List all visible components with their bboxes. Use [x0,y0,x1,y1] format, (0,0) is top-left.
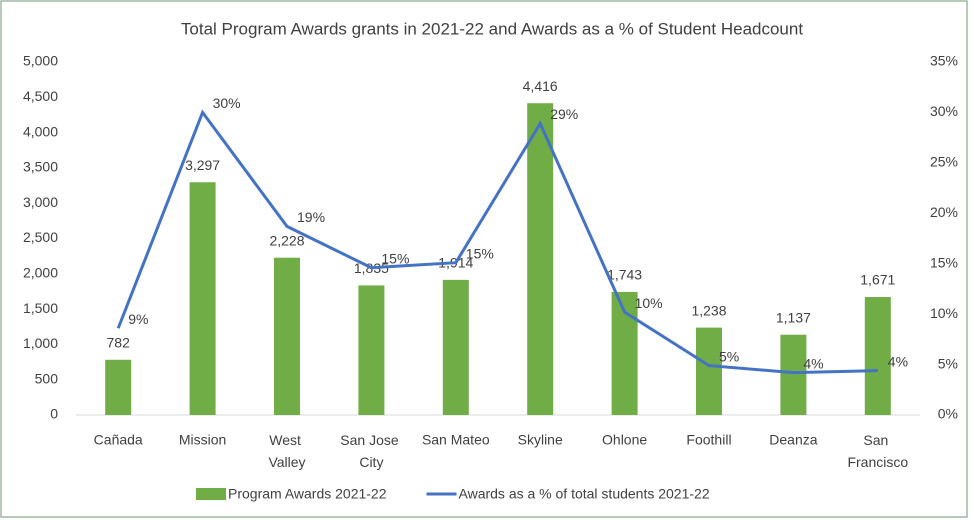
line-value-label: 4% [803,355,823,371]
bar-value-label: 1,743 [607,267,642,283]
x-tick-label: San Jose City [340,432,402,470]
bar [780,334,807,415]
bar [189,182,216,415]
bar-value-label: 4,416 [523,78,558,94]
line-value-label: 15% [381,250,409,266]
x-tick-label: Skyline [518,432,563,448]
x-tick-label: San Mateo [422,432,490,448]
line-value-label: 5% [719,348,739,364]
bar-value-label: 2,228 [269,232,304,248]
x-tick-label-line: Francisco [847,454,908,470]
y-tick-label: 5,000 [23,53,58,69]
y-tick-label: 4,500 [23,88,58,104]
bar [105,359,132,415]
chart-title: Total Program Awards grants in 2021-22 a… [181,19,803,38]
x-tick-label: Mission [179,432,226,448]
x-tick-label-line: City [359,454,383,470]
bar-value-label: 782 [107,334,131,350]
x-tick-label-line: San Jose [340,432,402,448]
legend-label: Program Awards 2021-22 [228,486,387,502]
x-tick-label: Ohlone [602,432,647,448]
y2-tick-label: 15% [930,254,958,270]
legend-swatch [196,488,226,500]
line-value-label: 4% [888,353,908,369]
y-tick-label: 3,000 [23,194,58,210]
x-tick-label-line: West [269,432,305,448]
y2-tick-label: 5% [938,355,958,371]
y-tick-label: 2,500 [23,229,58,245]
line-value-label: 15% [466,245,494,261]
line-value-label: 9% [128,311,148,327]
x-tick-label: Cañada [94,432,143,448]
x-tick-label-line: San [863,432,892,448]
line-series [116,109,878,375]
x-tick-label: West Valley [268,432,305,470]
x-tick-label-line: Valley [268,454,305,470]
line-value-label: 30% [213,95,241,111]
y-tick-label: 1,500 [23,300,58,316]
y2-tick-label: 20% [930,204,958,220]
x-tick-label: Deanza [769,432,817,448]
x-tick-label: Foothill [686,432,731,448]
x-tick-label: San Francisco [847,432,908,470]
bar [864,297,891,415]
line-value-label: 19% [297,209,325,225]
y2-tick-label: 0% [938,406,958,422]
bar [274,257,300,415]
bar-value-label: 3,297 [185,157,220,173]
y2-tick-label: 35% [930,53,958,69]
y2-tick-label: 10% [930,305,958,321]
line-value-label: 10% [635,295,663,311]
bar [358,285,385,415]
y2-tick-label: 25% [930,154,958,170]
bar [527,103,554,415]
y-tick-label: 0 [50,406,58,422]
y2-tick-label: 30% [930,103,958,119]
bar [696,327,722,415]
y-tick-label: 1,000 [23,335,58,351]
line-value-label: 29% [550,106,578,122]
bar-value-label: 1,671 [860,272,895,288]
legend-label: Awards as a % of total students 2021-22 [459,486,710,502]
y-tick-label: 4,000 [23,123,58,139]
y-tick-label: 500 [35,370,59,386]
bar-value-label: 1,137 [776,309,811,325]
y-tick-label: 3,500 [23,159,58,175]
y-tick-label: 2,000 [23,265,58,281]
bar [442,279,469,415]
bar-value-label: 1,238 [691,302,726,318]
